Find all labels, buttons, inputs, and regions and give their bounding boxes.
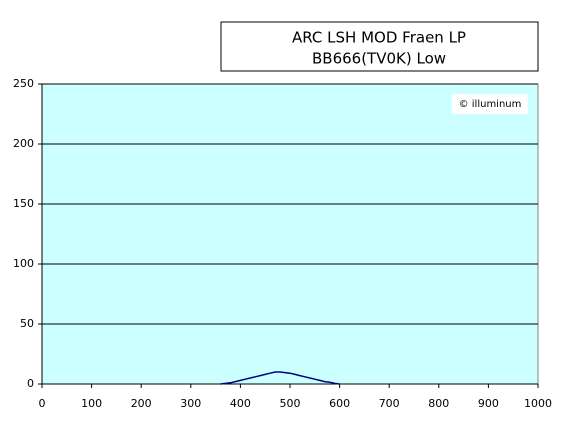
y-tick-label: 150: [13, 197, 34, 210]
x-tick-label: 800: [428, 397, 449, 410]
x-tick-label: 1000: [524, 397, 552, 410]
watermark: © illuminum: [459, 99, 522, 110]
x-tick-label: 0: [39, 397, 46, 410]
x-tick-label: 100: [81, 397, 102, 410]
title-box: [220, 21, 539, 72]
x-tick-label: 300: [180, 397, 201, 410]
x-tick-label: 700: [379, 397, 400, 410]
chart-title: ARC LSH MOD Fraen LP: [292, 29, 466, 47]
x-tick-label: 900: [478, 397, 499, 410]
y-tick-label: 100: [13, 257, 34, 270]
x-tick-label: 600: [329, 397, 350, 410]
y-tick-label: 0: [27, 377, 34, 390]
x-tick-label: 200: [131, 397, 152, 410]
x-tick-label: 400: [230, 397, 251, 410]
plot-area: [41, 83, 539, 385]
chart-subtitle: BB666(TV0K) Low: [312, 50, 446, 68]
watermark-box: [452, 94, 528, 114]
x-tick-label: 500: [280, 397, 301, 410]
y-tick-label: 50: [20, 317, 34, 330]
y-tick-label: 200: [13, 137, 34, 150]
data-line: [220, 371, 340, 385]
y-tick-label: 250: [13, 77, 34, 90]
